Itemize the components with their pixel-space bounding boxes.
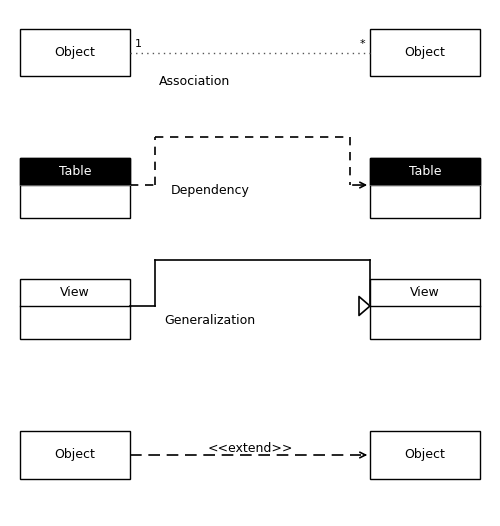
Text: 1: 1 xyxy=(135,39,142,49)
Text: Object: Object xyxy=(404,449,446,461)
Text: Object: Object xyxy=(54,46,96,59)
Text: Object: Object xyxy=(404,46,446,59)
Text: View: View xyxy=(410,286,440,299)
Text: Dependency: Dependency xyxy=(170,184,250,197)
Bar xyxy=(20,431,130,479)
Text: Object: Object xyxy=(54,449,96,461)
Bar xyxy=(370,158,480,218)
Text: *: * xyxy=(360,39,365,49)
Text: <<extend>>: <<extend>> xyxy=(208,442,292,454)
Bar xyxy=(370,29,480,76)
Bar xyxy=(20,29,130,76)
Polygon shape xyxy=(359,297,370,316)
Bar xyxy=(20,279,130,339)
Bar xyxy=(370,158,480,185)
Bar xyxy=(370,279,480,339)
Bar xyxy=(370,431,480,479)
Bar xyxy=(20,158,130,218)
Text: Table: Table xyxy=(409,165,442,178)
Text: Generalization: Generalization xyxy=(164,315,256,327)
Text: Association: Association xyxy=(160,75,230,88)
Text: View: View xyxy=(60,286,90,299)
Text: Table: Table xyxy=(59,165,91,178)
Bar xyxy=(20,158,130,185)
